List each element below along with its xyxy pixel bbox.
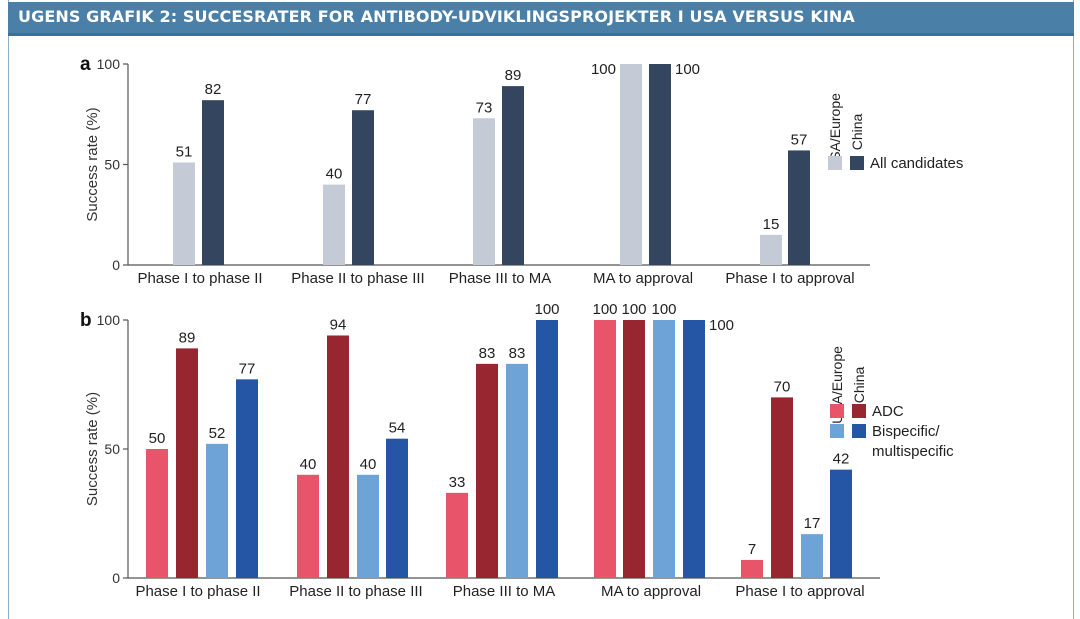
data-label: 89: [179, 329, 196, 346]
bar-2-2: [506, 363, 528, 578]
bar-3-1: [649, 64, 671, 265]
x-tick-label: Phase I to approval: [735, 583, 864, 600]
legend-swatch: [852, 424, 866, 438]
bar-3-1: [623, 320, 645, 578]
bar-0-1: [202, 100, 224, 266]
bar-4-0: [741, 559, 763, 578]
bar-0-0: [146, 449, 168, 578]
data-label: 82: [205, 81, 222, 98]
data-label: 15: [763, 216, 780, 233]
bar-0-1: [176, 348, 198, 578]
data-label: 89: [505, 67, 522, 84]
bar-2-3: [536, 320, 558, 578]
bar-0-0: [173, 162, 195, 265]
data-label: 52: [209, 425, 226, 442]
x-tick-label: Phase I to phase II: [135, 583, 260, 600]
legend-column-header: USA/Europe: [827, 93, 843, 171]
y-axis-label: Success rate (%): [84, 392, 101, 506]
x-tick-label: Phase I to phase II: [137, 270, 262, 287]
data-label: 100: [709, 317, 734, 334]
x-tick-label: Phase II to phase III: [291, 270, 424, 287]
bar-3-0: [594, 320, 616, 578]
page-title: UGENS GRAFIK 2: SUCCESRATER FOR ANTIBODY…: [18, 7, 855, 26]
x-tick-label: Phase III to MA: [449, 270, 552, 287]
data-label: 70: [774, 378, 791, 395]
legend-swatch: [850, 156, 864, 170]
data-label: 100: [534, 301, 559, 318]
bar-3-0: [620, 64, 642, 265]
bar-4-1: [771, 397, 793, 578]
data-label: 7: [748, 541, 756, 558]
data-label: 83: [509, 345, 526, 362]
x-tick-label: MA to approval: [601, 583, 701, 600]
title-bar: UGENS GRAFIK 2: SUCCESRATER FOR ANTIBODY…: [8, 2, 1074, 36]
data-label: 57: [791, 131, 808, 148]
legend-swatch: [828, 156, 842, 170]
data-label: 100: [675, 61, 700, 78]
bar-2-1: [502, 86, 524, 265]
legend-entry: multispecific: [872, 443, 954, 460]
panel-label-a: a: [80, 54, 91, 75]
data-label: 100: [651, 301, 676, 318]
data-label: 33: [449, 474, 466, 491]
data-label: 100: [592, 301, 617, 318]
bar-1-3: [386, 438, 408, 578]
data-label: 54: [389, 420, 406, 437]
bar-2-1: [476, 363, 498, 578]
data-label: 17: [804, 515, 821, 532]
x-tick-label: Phase I to approval: [725, 270, 854, 287]
bar-0-3: [236, 379, 258, 578]
data-label: 100: [591, 61, 616, 78]
bar-2-0: [446, 492, 468, 578]
legend-swatch: [852, 404, 866, 418]
y-tick-label: 0: [112, 257, 120, 273]
y-tick-label: 100: [97, 56, 121, 72]
data-label: 40: [326, 166, 343, 183]
bar-1-0: [323, 184, 345, 265]
y-axis-label: Success rate (%): [84, 107, 101, 221]
legend-swatch: [830, 424, 844, 438]
y-tick-label: 100: [97, 312, 121, 328]
bar-0-2: [206, 443, 228, 578]
data-label: 94: [330, 316, 347, 333]
bar-4-2: [801, 534, 823, 578]
x-tick-label: Phase II to phase III: [289, 583, 422, 600]
bar-3-3: [683, 320, 705, 578]
bar-4-1: [788, 150, 810, 265]
x-tick-label: Phase III to MA: [453, 583, 556, 600]
bar-4-0: [760, 234, 782, 265]
y-tick-label: 50: [104, 157, 120, 173]
bar-4-3: [830, 469, 852, 578]
legend-swatch: [830, 404, 844, 418]
legend-entry: Bispecific/: [872, 423, 940, 440]
bar-1-1: [327, 335, 349, 578]
y-tick-label: 0: [112, 570, 120, 586]
data-label: 100: [621, 301, 646, 318]
y-tick-label: 50: [104, 441, 120, 457]
bar-1-2: [357, 474, 379, 578]
data-label: 83: [479, 345, 496, 362]
data-label: 40: [360, 456, 377, 473]
legend-entry: All candidates: [870, 155, 963, 172]
bar-1-1: [352, 110, 374, 265]
data-label: 50: [149, 430, 166, 447]
data-label: 40: [300, 456, 317, 473]
bar-2-0: [473, 118, 495, 266]
data-label: 77: [239, 360, 256, 377]
legend-entry: ADC: [872, 403, 904, 420]
data-label: 42: [833, 451, 850, 468]
data-label: 51: [176, 143, 193, 160]
x-tick-label: MA to approval: [593, 270, 693, 287]
legend-column-header: China: [849, 114, 865, 151]
data-label: 77: [355, 91, 372, 108]
bar-3-2: [653, 320, 675, 578]
bar-1-0: [297, 474, 319, 578]
legend-column-header: China: [851, 367, 867, 404]
panel-label-b: b: [80, 310, 92, 331]
data-label: 73: [476, 99, 493, 116]
